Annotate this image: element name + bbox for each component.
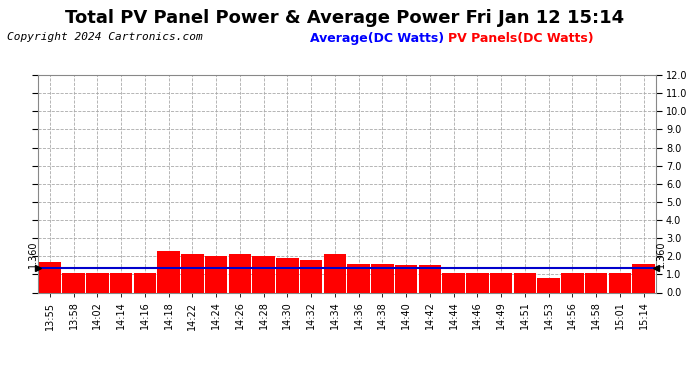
Bar xyxy=(134,273,156,292)
Bar xyxy=(371,264,393,292)
Text: PV Panels(DC Watts): PV Panels(DC Watts) xyxy=(448,32,594,45)
Bar xyxy=(538,278,560,292)
Text: 1.360: 1.360 xyxy=(28,240,38,268)
Bar xyxy=(253,256,275,292)
Bar xyxy=(157,251,180,292)
Bar xyxy=(490,273,513,292)
Bar xyxy=(442,273,465,292)
Bar xyxy=(561,273,584,292)
Bar xyxy=(632,264,655,292)
Text: Copyright 2024 Cartronics.com: Copyright 2024 Cartronics.com xyxy=(7,32,203,42)
Bar xyxy=(300,260,322,292)
Bar xyxy=(39,262,61,292)
Bar xyxy=(585,273,607,292)
Bar xyxy=(513,273,536,292)
Text: 1.360: 1.360 xyxy=(656,240,665,268)
Bar xyxy=(347,264,370,292)
Bar xyxy=(419,266,441,292)
Bar xyxy=(62,273,85,292)
Text: Average(DC Watts): Average(DC Watts) xyxy=(310,32,444,45)
Bar xyxy=(609,273,631,292)
Bar xyxy=(86,273,108,292)
Bar xyxy=(205,256,228,292)
Bar xyxy=(110,273,132,292)
Bar xyxy=(228,254,251,292)
Text: Total PV Panel Power & Average Power Fri Jan 12 15:14: Total PV Panel Power & Average Power Fri… xyxy=(66,9,624,27)
Bar xyxy=(276,258,299,292)
Bar xyxy=(181,254,204,292)
Bar xyxy=(466,273,489,292)
Bar xyxy=(324,254,346,292)
Bar xyxy=(395,266,417,292)
